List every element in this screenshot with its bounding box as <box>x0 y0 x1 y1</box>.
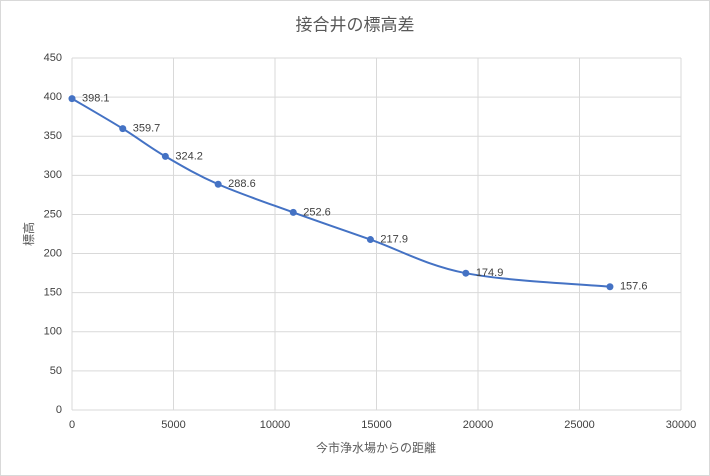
data-point <box>366 236 374 244</box>
data-label: 398.1 <box>82 93 110 105</box>
x-tick-label: 10000 <box>260 419 291 431</box>
y-tick-label: 150 <box>44 287 62 299</box>
data-label: 359.7 <box>133 123 161 135</box>
data-point <box>289 208 297 216</box>
x-tick-label: 25000 <box>564 419 595 431</box>
y-tick-label: 200 <box>44 247 62 259</box>
data-point <box>606 283 614 291</box>
y-tick-label: 0 <box>56 404 62 416</box>
y-tick-label: 50 <box>50 365 62 377</box>
data-label: 288.6 <box>228 178 256 190</box>
x-tick-label: 30000 <box>666 419 697 431</box>
data-point <box>161 152 169 160</box>
x-tick-label: 5000 <box>161 419 185 431</box>
y-tick-label: 450 <box>44 52 62 64</box>
x-tick-label: 20000 <box>463 419 494 431</box>
y-tick-label: 350 <box>44 130 62 142</box>
data-point <box>462 269 470 277</box>
data-label: 252.6 <box>303 206 331 218</box>
data-point <box>68 95 76 103</box>
data-label: 157.6 <box>620 281 648 293</box>
y-tick-label: 250 <box>44 208 62 220</box>
y-tick-label: 400 <box>44 91 62 103</box>
data-label: 174.9 <box>476 267 504 279</box>
chart-title: 接合井の標高差 <box>296 15 415 34</box>
data-point <box>119 125 127 133</box>
y-axis-title: 標高 <box>21 222 36 246</box>
data-label: 217.9 <box>380 233 408 245</box>
x-tick-label: 15000 <box>361 419 392 431</box>
y-tick-label: 300 <box>44 169 62 181</box>
data-label: 324.2 <box>175 150 203 162</box>
x-tick-label: 0 <box>69 419 75 431</box>
y-tick-label: 100 <box>44 326 62 338</box>
data-point <box>214 180 222 188</box>
x-axis-title: 今市浄水場からの距離 <box>316 440 436 455</box>
